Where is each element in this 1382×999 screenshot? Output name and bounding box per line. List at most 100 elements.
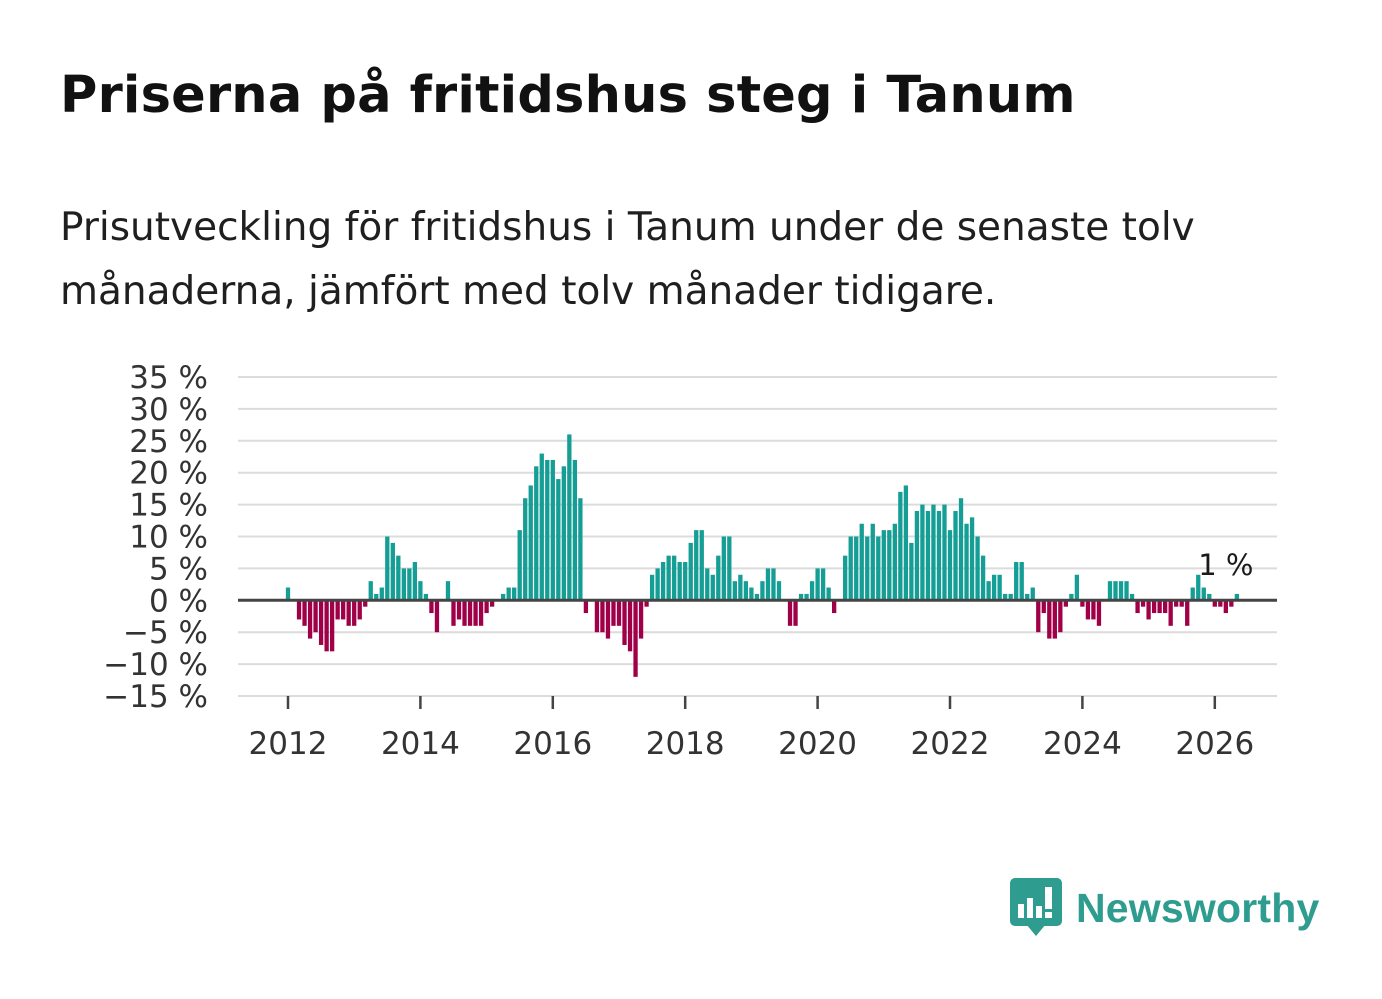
bar <box>467 600 473 626</box>
bar <box>859 523 864 601</box>
bar <box>1063 600 1068 607</box>
y-tick-label: 15 % <box>129 488 208 524</box>
bar <box>296 600 302 620</box>
bar <box>1052 600 1057 639</box>
bar <box>638 600 644 639</box>
y-tick-label: 35 % <box>129 360 208 396</box>
bar <box>528 485 533 601</box>
bar <box>412 562 418 601</box>
bar <box>964 523 969 601</box>
bar <box>329 600 335 652</box>
bar <box>600 600 605 633</box>
bar <box>754 593 760 601</box>
bar <box>732 581 737 601</box>
x-tick-label: 2018 <box>646 726 725 762</box>
bar <box>379 587 384 601</box>
bar <box>445 581 451 601</box>
bar <box>572 459 578 601</box>
bar <box>1146 600 1151 620</box>
bar <box>1129 593 1135 601</box>
y-tick-label: 30 % <box>129 392 208 428</box>
bar <box>958 498 964 601</box>
bar <box>947 530 953 601</box>
bar <box>832 600 837 614</box>
bar <box>517 530 522 601</box>
bar <box>545 459 550 601</box>
x-tick-label: 2020 <box>778 726 857 762</box>
x-tick-label: 2022 <box>911 726 990 762</box>
bar <box>660 562 666 601</box>
bar <box>512 587 517 601</box>
bar <box>583 600 589 614</box>
bar <box>649 574 655 601</box>
bar <box>1107 581 1113 601</box>
bar <box>285 587 291 601</box>
bar <box>1151 600 1157 614</box>
bar <box>318 600 324 645</box>
bar <box>997 574 1002 601</box>
bar <box>727 536 732 601</box>
y-tick-label: −10 % <box>103 647 208 683</box>
bar <box>1212 600 1217 607</box>
bar <box>594 600 600 633</box>
bar <box>699 530 704 601</box>
bar <box>892 523 897 601</box>
bar <box>969 517 975 601</box>
bar <box>793 600 798 626</box>
bar <box>876 536 881 601</box>
bar <box>302 600 307 626</box>
bar <box>523 498 528 601</box>
bar <box>1174 600 1179 607</box>
bar <box>561 466 566 601</box>
x-tick-label: 2016 <box>513 726 592 762</box>
bar <box>1003 593 1008 601</box>
bar <box>1179 600 1184 607</box>
bar <box>429 600 434 614</box>
bar <box>865 536 870 601</box>
bar <box>1118 581 1124 601</box>
bar <box>346 600 351 626</box>
bar <box>870 523 875 601</box>
bar <box>925 510 931 601</box>
bar <box>716 555 721 601</box>
y-tick-label: −5 % <box>123 615 208 651</box>
bar <box>1069 593 1074 601</box>
bar <box>881 530 886 601</box>
bar <box>434 600 440 633</box>
bar <box>936 510 942 601</box>
bar <box>804 593 809 601</box>
bar <box>787 600 793 626</box>
bar <box>451 600 456 626</box>
bar <box>694 530 699 601</box>
bar <box>324 600 329 652</box>
bar <box>1157 600 1162 614</box>
bar <box>478 600 484 626</box>
bar <box>1124 581 1129 601</box>
bar <box>633 600 638 677</box>
x-tick-label: 2024 <box>1043 726 1122 762</box>
bar <box>688 542 693 601</box>
bar <box>1074 574 1080 601</box>
bar <box>616 600 622 626</box>
bar <box>307 600 313 639</box>
bar <box>1058 600 1063 633</box>
bar <box>1234 593 1240 601</box>
bar <box>501 593 506 601</box>
bar <box>1163 600 1168 614</box>
bar <box>1229 600 1234 607</box>
bar <box>1085 600 1091 620</box>
bar <box>1113 581 1118 601</box>
bar <box>1014 562 1019 601</box>
bar <box>848 536 853 601</box>
bar <box>975 536 980 601</box>
bar <box>903 485 909 601</box>
bar <box>390 542 395 601</box>
bar <box>1041 600 1046 614</box>
bar <box>627 600 633 652</box>
bar <box>1223 600 1228 614</box>
bar <box>721 536 726 601</box>
bar <box>1168 600 1173 626</box>
y-tick-label: 20 % <box>129 456 208 492</box>
bar <box>854 536 859 601</box>
bar <box>1036 600 1041 633</box>
